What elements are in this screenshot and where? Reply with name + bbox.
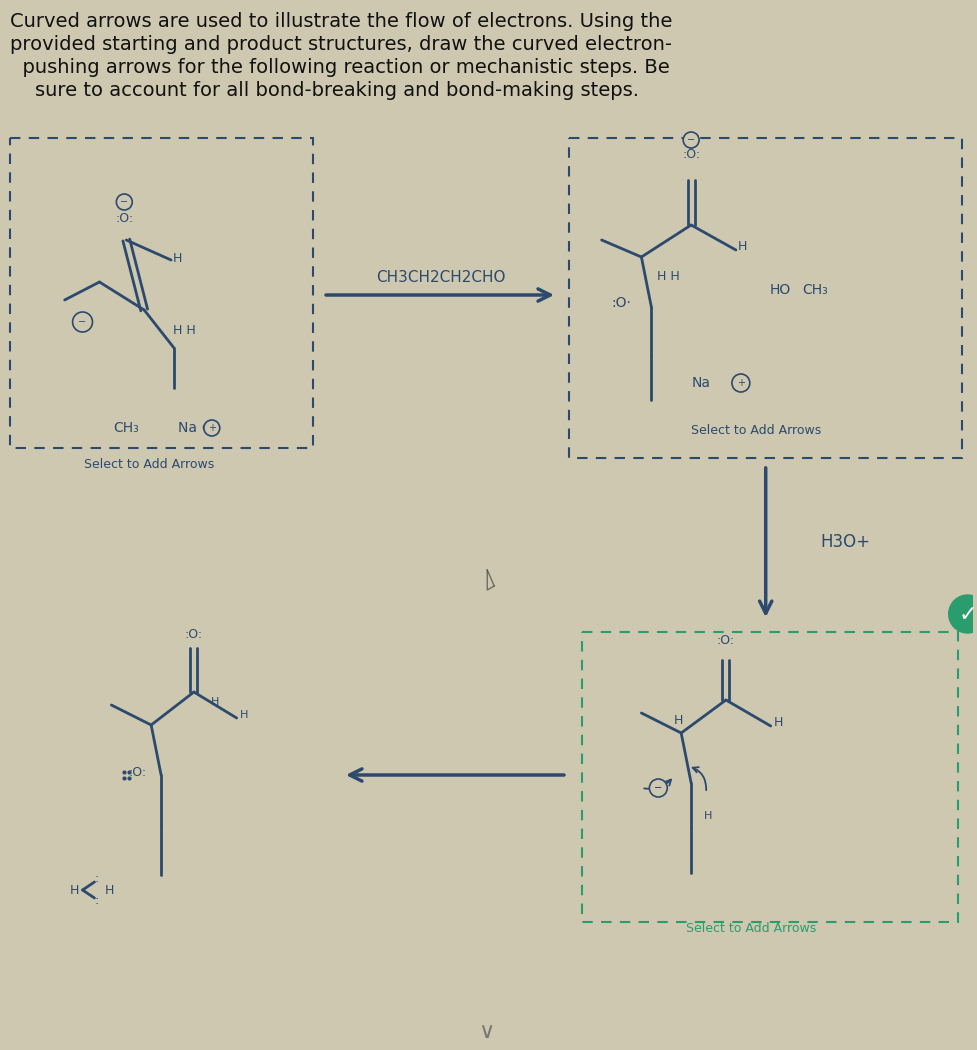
Circle shape <box>948 595 977 633</box>
Text: sure to account for all bond-breaking and bond-making steps.: sure to account for all bond-breaking an… <box>10 81 638 100</box>
Text: Na ⊕: Na ⊕ <box>178 421 213 435</box>
Bar <box>569 138 960 458</box>
Text: Select to Add Arrows: Select to Add Arrows <box>685 922 815 934</box>
Text: :: : <box>94 872 99 884</box>
Text: −: − <box>687 135 695 145</box>
Text: ✓: ✓ <box>957 605 976 625</box>
Text: :: : <box>94 894 99 906</box>
Circle shape <box>203 420 220 436</box>
Text: −: − <box>654 783 661 793</box>
Text: H: H <box>773 715 783 729</box>
Bar <box>10 138 313 448</box>
Text: ∨: ∨ <box>478 1022 494 1042</box>
Text: H3O+: H3O+ <box>820 533 870 551</box>
Circle shape <box>72 312 93 332</box>
Text: H: H <box>239 710 247 720</box>
Text: Select to Add Arrows: Select to Add Arrows <box>84 459 214 471</box>
Text: :O:: :O: <box>185 629 203 642</box>
Text: :O:: :O: <box>681 148 700 162</box>
Text: HO: HO <box>769 284 790 297</box>
Text: :O⋅: :O⋅ <box>611 296 631 310</box>
Text: −: − <box>654 783 661 793</box>
Text: +: + <box>207 423 216 433</box>
Circle shape <box>731 374 749 392</box>
Text: −: − <box>78 317 87 327</box>
Circle shape <box>649 779 666 797</box>
Text: H: H <box>69 883 79 897</box>
Text: provided starting and product structures, draw the curved electron-: provided starting and product structures… <box>10 35 671 54</box>
Bar <box>581 632 956 922</box>
Text: Curved arrows are used to illustrate the flow of electrons. Using the: Curved arrows are used to illustrate the… <box>10 12 671 32</box>
Text: pushing arrows for the following reaction or mechanistic steps. Be: pushing arrows for the following reactio… <box>10 58 669 77</box>
Text: H: H <box>105 883 114 897</box>
Text: H: H <box>210 697 219 707</box>
Text: Select to Add Arrows: Select to Add Arrows <box>690 423 820 437</box>
Text: CH3CH2CH2CHO: CH3CH2CH2CHO <box>375 270 505 285</box>
Text: H H: H H <box>172 323 195 336</box>
Text: H: H <box>703 811 711 821</box>
Text: H H: H H <box>657 271 679 284</box>
Text: CH₃: CH₃ <box>113 421 139 435</box>
Text: H: H <box>673 714 682 727</box>
Text: +: + <box>736 378 744 388</box>
Circle shape <box>116 194 132 210</box>
Text: CH₃: CH₃ <box>802 284 828 297</box>
Circle shape <box>683 132 699 148</box>
Text: −: − <box>120 197 128 207</box>
Text: H: H <box>738 240 746 253</box>
Text: :O:: :O: <box>115 211 133 225</box>
Text: :O:: :O: <box>128 765 147 778</box>
Text: H: H <box>172 252 182 265</box>
Text: :O:: :O: <box>716 633 735 647</box>
Text: Na: Na <box>691 376 710 390</box>
